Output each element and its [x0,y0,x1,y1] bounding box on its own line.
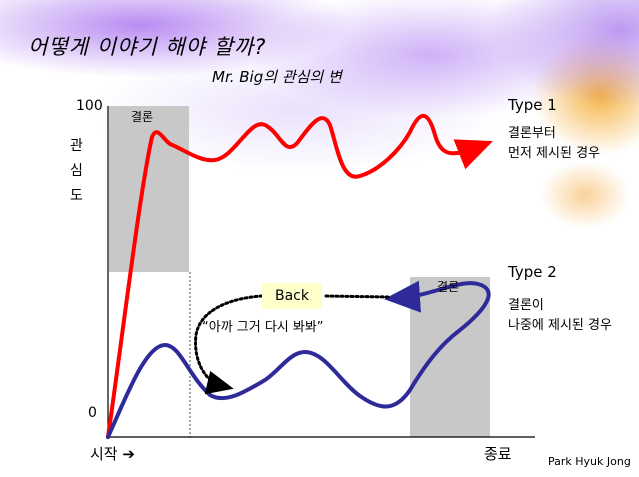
y-axis-label-char-1: 관 [70,138,83,154]
y-axis-min-label: 0 [88,405,97,421]
type1-curve [106,113,493,439]
y-axis-label-char-2: 심 [70,163,83,179]
type1-description-line2: 먼저 제시된 경우 [508,146,600,161]
conclusion-region-2 [410,277,490,437]
type1-description-line1: 결론부터 [508,126,556,141]
conclusion-label-2: 결론 [437,280,460,294]
type1-title: Type 1 [508,96,557,114]
x-axis-start-label: 시작 [90,445,118,463]
y-axis-max-label: 100 [76,98,103,114]
back-label-box: Back [262,283,322,309]
quote-text: “아까 그거 다시 봐봐” [202,320,324,335]
slide-title: 어떻게 이야기 해야 할까? [28,35,267,59]
type2-description-line2: 나중에 제시된 경우 [508,318,612,333]
slide-subtitle: Mr. Big의 관심의 변 [212,68,342,86]
x-axis-end-label: 종료 [484,445,512,463]
back-dotted-path [194,294,390,386]
author-credit: Park Hyuk Jong [548,455,631,468]
x-axis-start: 시작 ➔ [90,443,135,464]
conclusion-region-1 [109,106,189,272]
type2-title: Type 2 [508,263,557,281]
conclusion-label-1: 결론 [131,110,154,124]
type2-curve [106,280,491,439]
type2-description-line1: 결론이 [508,298,544,313]
y-axis-label-char-3: 도 [70,188,83,204]
right-arrow-icon: ➔ [122,445,135,463]
